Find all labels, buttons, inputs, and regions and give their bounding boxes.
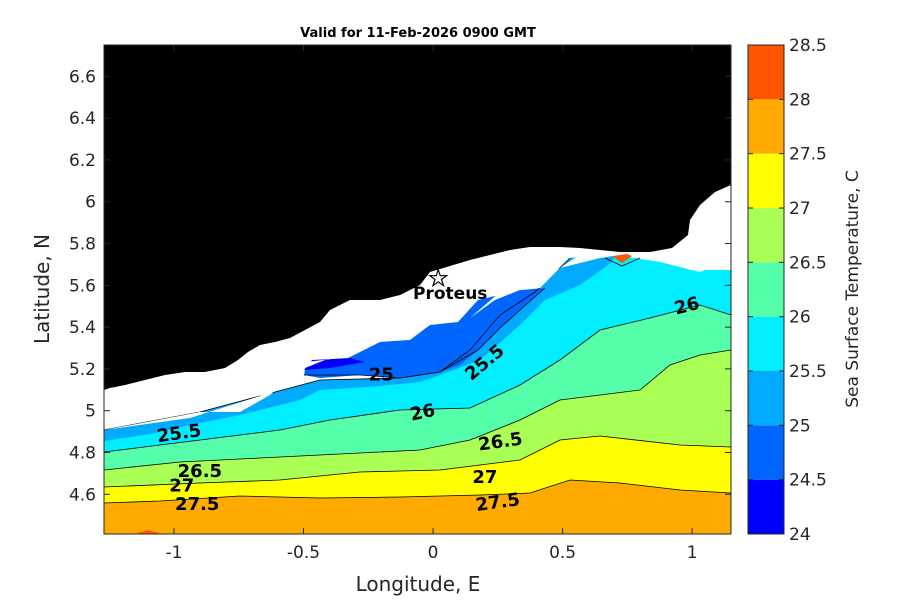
- colorbar-segment: [748, 153, 784, 208]
- x-tick-label: -1: [165, 543, 182, 563]
- colorbar-tick-label: 27: [789, 199, 811, 219]
- contour-label: 27.5: [175, 494, 219, 515]
- colorbar-tick-label: 27.5: [789, 145, 827, 165]
- y-tick-label: 6.4: [69, 109, 96, 129]
- contour-line-27: [103, 435, 732, 488]
- y-tick-label: 6.2: [69, 151, 96, 171]
- contour-line-26: [103, 304, 732, 453]
- colorbar-tick-label: 24.5: [789, 471, 827, 491]
- contour-label: 26.5: [178, 461, 222, 482]
- chart-title: Valid for 11-Feb-2026 0900 GMT: [300, 26, 536, 41]
- colorbar-tick-label: 26: [789, 308, 811, 328]
- y-tick-label: 4.6: [69, 485, 96, 505]
- y-tick-label: 5.2: [69, 360, 96, 380]
- y-tick-label: 5.6: [69, 276, 96, 296]
- colorbar-tick-label: 25: [789, 416, 811, 436]
- band-28-28.5-bottom: [135, 530, 162, 534]
- colorbar-tick-label: 28: [789, 90, 811, 110]
- x-tick-label: 0.5: [549, 543, 576, 563]
- contour-line-25: [304, 287, 546, 379]
- colorbar-segment: [748, 262, 784, 317]
- colorbar-segment: [748, 479, 784, 534]
- y-axis: 4.6 4.8 5 5.2 5.4 5.6 5.8 6 6.2 6.4 6.6: [69, 67, 731, 505]
- y-tick-label: 6: [85, 193, 96, 213]
- y-tick-label: 5: [85, 402, 96, 422]
- x-axis: -1 -0.5 0 0.5 1: [165, 45, 698, 563]
- x-tick-label: 1: [687, 543, 698, 563]
- colorbar-tick-label: 24: [789, 525, 811, 545]
- contour-line-26.5: [103, 349, 732, 471]
- star-icon: ★: [428, 267, 448, 292]
- colorbar-segment: [748, 425, 784, 480]
- x-tick-label: 0: [428, 543, 439, 563]
- contour-label: 25: [369, 365, 394, 386]
- colorbar-tick-label: 28.5: [789, 36, 827, 56]
- y-tick-label: 4.8: [69, 444, 96, 464]
- y-tick-label: 6.6: [69, 67, 96, 87]
- contour-line-28: [604, 257, 641, 267]
- colorbar: 24 24.5 25 25.5 26 26.5 27 27.5 28 28.5: [747, 36, 827, 545]
- colorbar-segment: [748, 45, 784, 100]
- site-label: Proteus: [413, 284, 487, 304]
- colorbar-segment: [748, 316, 784, 371]
- coastal-gap: [104, 235, 731, 430]
- colorbar-tick-label: 26.5: [789, 253, 827, 273]
- colorbar-segment: [748, 99, 784, 154]
- axes-box: [103, 44, 732, 535]
- band-27-27.5: [104, 436, 731, 503]
- colorbar-label: Sea Surface Temperature, C: [843, 170, 863, 408]
- contour-label: 26: [408, 400, 437, 426]
- y-tick-label: 5.4: [69, 318, 96, 338]
- band-24.5-25: [304, 288, 545, 378]
- site-marker: ★ Proteus: [413, 266, 487, 304]
- y-tick-label: 5.8: [69, 235, 96, 255]
- contour-label: 27: [472, 467, 497, 488]
- contour-label: 27: [169, 475, 194, 496]
- band-26.5-27: [104, 350, 731, 487]
- x-tick-label: -0.5: [287, 543, 320, 563]
- colorbar-segment: [748, 371, 784, 426]
- colorbar-frame: [747, 44, 785, 535]
- colorbar-segment: [748, 208, 784, 263]
- contour-line-27.5: [103, 479, 732, 504]
- band-27.5-28: [104, 480, 731, 534]
- land-mass: [104, 45, 731, 390]
- colorbar-tick-label: 25.5: [789, 362, 827, 382]
- contour-lines: [103, 257, 732, 504]
- x-axis-label: Longitude, E: [356, 572, 481, 596]
- band-26-26.5: [104, 305, 731, 470]
- y-axis-label: Latitude, N: [30, 234, 54, 344]
